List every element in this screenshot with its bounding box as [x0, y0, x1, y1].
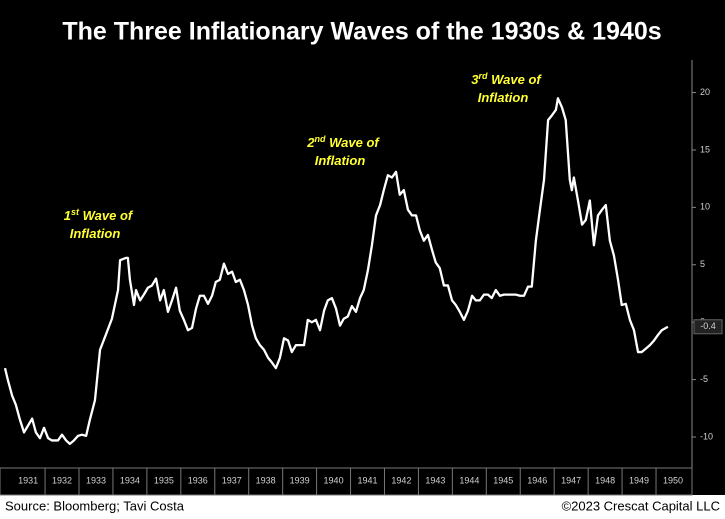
- last-value-box: [693, 319, 723, 335]
- y-tick-label: -5: [700, 374, 708, 384]
- annotation: 1st Wave of: [64, 207, 134, 223]
- x-tick-label: 1932: [52, 475, 72, 485]
- y-tick-label: 15: [700, 144, 710, 154]
- annotation-superscript: nd: [315, 134, 326, 144]
- x-tick-label: 1940: [324, 475, 344, 485]
- annotation-line2: Inflation: [478, 90, 529, 105]
- y-tick-label: 20: [700, 87, 710, 97]
- x-tick-label: 1946: [527, 475, 547, 485]
- x-tick-label: 1942: [391, 475, 411, 485]
- footer: [0, 495, 725, 519]
- x-tick-label: 1934: [120, 475, 140, 485]
- x-tick-label: 1949: [629, 475, 649, 485]
- x-tick-label: 1948: [595, 475, 615, 485]
- x-axis-band: [0, 467, 693, 496]
- y-tick-label: 5: [700, 259, 705, 269]
- annotation: 2nd Wave of: [306, 134, 380, 150]
- x-tick-label: 1941: [357, 475, 377, 485]
- x-tick-label: 1945: [493, 475, 513, 485]
- annotation-text: Wave of: [326, 135, 381, 150]
- credit: ©2023 Crescat Capital LLC: [562, 498, 720, 513]
- x-tick-label: 1937: [222, 475, 242, 485]
- annotation-line2: Inflation: [315, 153, 366, 168]
- source: Source: Bloomberg; Tavi Costa: [5, 498, 185, 513]
- annotation-line2: Inflation: [70, 226, 121, 241]
- x-tick-label: 1936: [188, 475, 208, 485]
- x-tick-label: 1944: [459, 475, 479, 485]
- x-tick-label: 1947: [561, 475, 581, 485]
- last-value-label: -0.4: [700, 321, 716, 331]
- y-tick-label: 10: [700, 202, 710, 212]
- annotation-number: 1: [64, 208, 71, 223]
- x-tick-label: 1931: [18, 475, 38, 485]
- annotation-superscript: rd: [479, 71, 489, 81]
- annotation-number: 3: [471, 72, 479, 87]
- x-tick-label: 1938: [256, 475, 276, 485]
- chart-title: The Three Inflationary Waves of the 1930…: [62, 18, 661, 46]
- inflation-line: [3, 97, 669, 446]
- x-tick-label: 1933: [86, 475, 106, 485]
- x-tick-label: 1935: [154, 475, 174, 485]
- annotation-text: Wave of: [488, 72, 543, 87]
- annotation-text: Wave of: [79, 208, 134, 223]
- annotation-superscript: st: [71, 207, 80, 217]
- x-tick-label: 1950: [663, 475, 683, 485]
- x-tick-label: 1943: [425, 475, 445, 485]
- y-tick-label: -10: [700, 431, 713, 441]
- annotation: 3rd Wave of: [471, 71, 542, 87]
- x-tick-label: 1939: [290, 475, 310, 485]
- annotation-number: 2: [306, 135, 315, 150]
